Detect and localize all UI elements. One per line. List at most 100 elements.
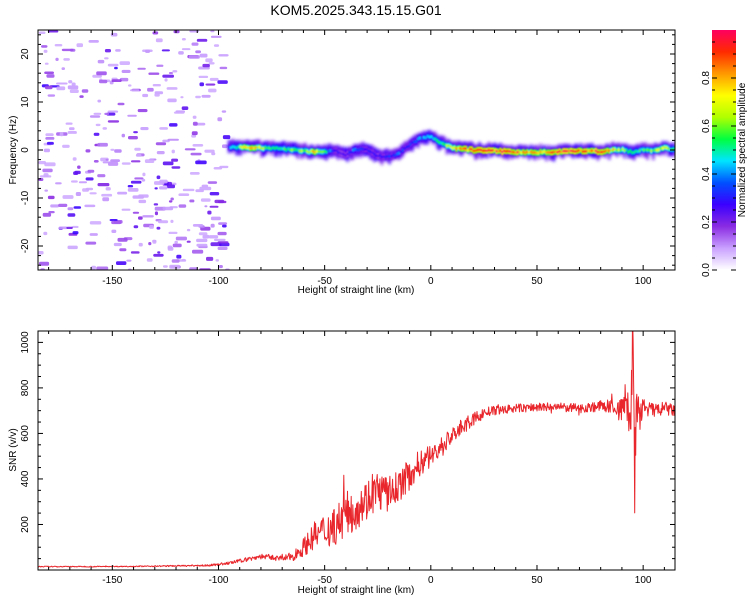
noise-blob	[67, 245, 78, 250]
ridge-core	[497, 150, 500, 153]
ridge-core	[438, 141, 441, 144]
ridge-core	[644, 148, 647, 152]
noise-blob	[67, 131, 77, 134]
noise-blob	[162, 161, 174, 166]
spectrogram-y-tick-label: 0	[20, 147, 31, 153]
noise-blob	[173, 111, 185, 114]
noise-blob	[44, 189, 48, 192]
noise-blob	[195, 95, 201, 99]
noise-blob	[199, 53, 208, 58]
ridge-core	[516, 150, 519, 154]
ridge-core	[451, 146, 454, 150]
noise-blob	[156, 151, 165, 155]
noise-blob	[142, 215, 154, 218]
spectrogram-y-label: Frequency (Hz)	[8, 116, 19, 185]
noise-blob	[93, 132, 100, 136]
noise-blob	[189, 30, 199, 33]
ridge-core	[277, 147, 280, 150]
ridge-core	[581, 150, 584, 153]
noise-blob	[209, 205, 219, 208]
ridge-core	[440, 141, 443, 145]
ridge-core	[617, 148, 621, 151]
snr-y-tick-label: 200	[20, 516, 31, 533]
ridge-core	[331, 149, 334, 153]
ridge-core	[485, 149, 489, 153]
noise-blob	[119, 248, 127, 252]
noise-blob	[127, 188, 139, 192]
ridge-core	[661, 146, 664, 150]
noise-blob	[43, 231, 48, 236]
snr-y-tick-label: 1000	[20, 331, 31, 354]
noise-blob	[126, 259, 132, 262]
noise-blob	[44, 71, 54, 74]
noise-blob	[218, 222, 228, 225]
ridge-core	[499, 149, 502, 152]
noise-blob	[176, 254, 182, 259]
ridge-core	[503, 149, 506, 153]
noise-blob	[195, 50, 201, 54]
noise-blob	[186, 228, 191, 232]
noise-blob	[93, 112, 102, 115]
ridge-core	[262, 147, 265, 150]
ridge-core	[466, 148, 470, 152]
noise-blob	[173, 30, 180, 34]
noise-blob	[78, 181, 87, 184]
ridge-core	[373, 152, 376, 156]
noise-blob	[214, 199, 225, 204]
ridge-core	[443, 143, 447, 146]
ridge-core	[323, 150, 326, 153]
ridge-core	[623, 149, 626, 152]
noise-blob	[138, 216, 143, 220]
noise-blob	[44, 162, 56, 167]
ridge-core	[558, 150, 561, 153]
ridge-core	[294, 148, 298, 151]
noise-blob	[218, 54, 229, 57]
ridge-core	[426, 134, 429, 138]
ridge-core	[417, 137, 420, 141]
ridge-core	[342, 153, 345, 156]
ridge-core	[463, 147, 466, 150]
ridge-core	[348, 151, 351, 154]
noise-blob	[189, 267, 198, 270]
noise-blob	[148, 72, 160, 75]
ridge-core	[317, 150, 320, 153]
ridge-core	[289, 148, 292, 152]
ridge-core	[631, 151, 634, 154]
ridge-core	[648, 148, 651, 152]
snr-y-tick-label: 600	[20, 425, 31, 442]
ridge-core	[633, 151, 636, 154]
ridge-core	[591, 149, 594, 152]
ridge-core	[365, 147, 368, 151]
ridge-core	[313, 151, 317, 154]
noise-blob	[189, 199, 195, 203]
ridge-core	[256, 146, 259, 149]
noise-blob	[102, 197, 110, 202]
noise-blob	[159, 127, 168, 130]
ridge-core	[380, 155, 384, 159]
ridge-core	[346, 152, 349, 156]
ridge-core	[336, 150, 340, 154]
ridge-core	[535, 151, 538, 155]
snr-x-label: Height of straight line (km)	[298, 585, 415, 596]
noise-blob	[117, 237, 128, 242]
ridge-core	[327, 149, 330, 153]
noise-blob	[191, 131, 198, 136]
ridge-core	[583, 150, 586, 153]
noise-blob	[167, 246, 174, 251]
noise-blob	[117, 191, 128, 195]
noise-blob	[101, 193, 113, 197]
ridge-core	[604, 149, 607, 153]
spectrogram-x-label: Height of straight line (km)	[298, 285, 415, 296]
noise-blob	[107, 120, 120, 123]
ridge-core	[413, 140, 416, 143]
snr-y-tick-label: 800	[20, 379, 31, 396]
ridge-core	[283, 147, 286, 151]
ridge-core	[411, 141, 414, 144]
ridge-core	[579, 149, 582, 152]
ridge-core	[338, 151, 342, 155]
noise-blob	[102, 161, 113, 164]
ridge-core	[602, 150, 605, 154]
noise-blob	[138, 242, 143, 247]
noise-blob	[134, 177, 144, 180]
snr-y-label: SNR (v/v)	[8, 428, 19, 471]
